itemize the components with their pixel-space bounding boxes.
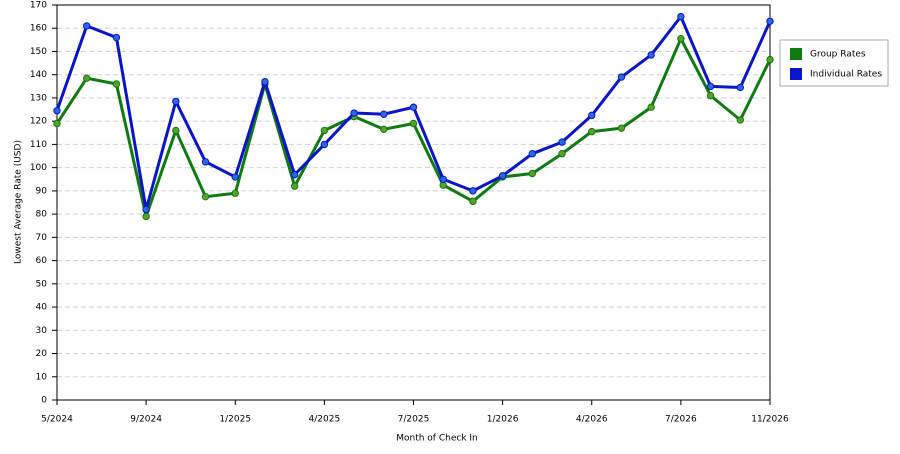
y-tick-label: 0 — [41, 396, 47, 406]
legend-label: Group Rates — [810, 50, 866, 60]
data-point — [380, 125, 388, 134]
data-point — [469, 187, 477, 195]
data-point — [736, 83, 744, 92]
y-tick-label: 40 — [36, 303, 48, 313]
x-tick-label: 1/2026 — [487, 415, 519, 425]
data-point — [588, 111, 596, 120]
data-point — [112, 80, 121, 88]
data-point — [409, 119, 418, 128]
data-point — [172, 126, 180, 135]
data-point — [766, 17, 774, 25]
y-tick-label: 20 — [36, 349, 48, 359]
x-tick-label: 1/2025 — [219, 415, 251, 425]
data-point — [558, 138, 566, 146]
data-point — [409, 103, 418, 111]
data-point — [320, 126, 329, 135]
y-tick-label: 100 — [30, 163, 47, 173]
data-point — [617, 73, 626, 81]
y-tick-label: 80 — [36, 210, 48, 220]
data-point — [528, 150, 537, 158]
legend-swatch — [790, 48, 802, 60]
data-point — [706, 82, 715, 91]
data-point — [142, 205, 150, 214]
y-tick-label: 170 — [30, 1, 47, 11]
x-tick-label: 11/2026 — [751, 415, 789, 425]
x-tick-label: 7/2025 — [398, 415, 430, 425]
series-line — [55, 15, 772, 211]
data-point — [53, 107, 61, 115]
y-axis-label: Lowest Average Rate (USD) — [14, 140, 24, 264]
data-point — [617, 124, 626, 132]
data-point — [290, 182, 299, 190]
data-point — [261, 77, 269, 86]
data-point — [766, 55, 774, 64]
data-point — [83, 22, 91, 30]
y-tick-label: 60 — [36, 256, 48, 266]
data-point — [201, 192, 210, 201]
data-point — [350, 109, 358, 117]
data-point — [320, 140, 329, 149]
data-point — [231, 173, 239, 181]
x-tick-label: 5/2024 — [41, 415, 73, 425]
legend-label: Individual Rates — [810, 70, 882, 80]
data-point — [142, 212, 150, 221]
plot-frame — [56, 4, 771, 401]
data-point — [647, 51, 655, 59]
data-point — [439, 175, 447, 183]
data-point — [231, 189, 239, 197]
data-point — [83, 74, 91, 82]
y-tick-label: 50 — [36, 279, 48, 289]
data-point — [53, 119, 61, 128]
series-line — [55, 37, 772, 218]
data-point — [736, 116, 744, 124]
data-point — [290, 170, 299, 179]
data-point — [172, 97, 180, 106]
data-point — [201, 158, 210, 166]
data-point — [380, 110, 388, 118]
y-tick-label: 90 — [36, 186, 48, 196]
y-tick-label: 130 — [30, 93, 47, 103]
data-point — [677, 34, 685, 43]
x-tick-label: 4/2026 — [576, 415, 608, 425]
y-tick-label: 140 — [30, 70, 47, 80]
data-point — [706, 91, 715, 100]
data-point — [528, 169, 537, 178]
x-tick-label: 7/2026 — [665, 415, 697, 425]
data-point — [647, 103, 655, 111]
y-tick-label: 160 — [30, 24, 47, 34]
y-tick-label: 70 — [36, 233, 48, 243]
data-point — [498, 172, 507, 180]
y-tick-label: 120 — [30, 117, 47, 127]
data-point — [469, 197, 477, 206]
x-axis-label: Month of Check In — [396, 434, 478, 444]
legend-swatch — [790, 68, 802, 80]
x-tick-label: 4/2025 — [309, 415, 341, 425]
data-point — [588, 127, 596, 136]
data-point — [112, 33, 121, 42]
y-tick-label: 10 — [36, 372, 48, 382]
y-tick-label: 30 — [36, 326, 48, 336]
data-point — [558, 150, 566, 158]
y-tick-label: 150 — [30, 47, 47, 57]
data-point — [677, 12, 685, 21]
x-tick-label: 9/2024 — [130, 415, 162, 425]
y-tick-label: 110 — [30, 140, 47, 150]
